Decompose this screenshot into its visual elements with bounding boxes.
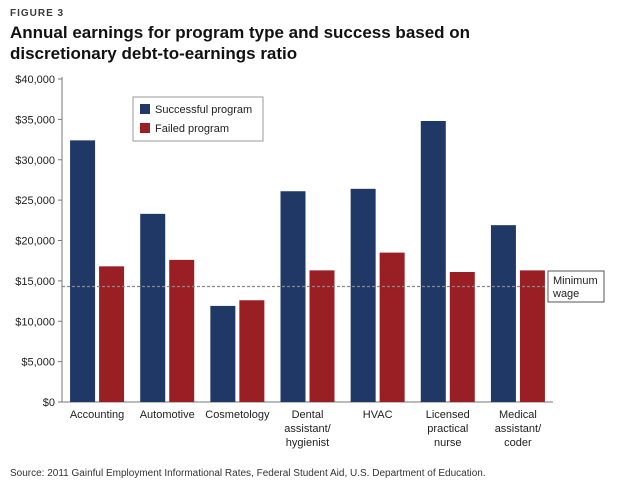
x-tick-label: HVAC [363,409,393,421]
y-tick-label: $5,000 [21,357,55,369]
bar-successful [350,188,376,402]
legend-swatch-failed [140,123,150,133]
minimum-wage-label: Minimum wage [552,275,598,300]
x-tick-label: Dental assistant/hygienist [284,409,331,449]
bar-failed [379,252,405,402]
bar-failed [449,271,475,402]
bar-successful [210,305,236,402]
bar-successful [140,213,166,402]
bar-successful [70,140,96,402]
x-tick-label: Cosmetology [205,409,270,421]
minimum-wage-box [547,270,605,303]
bar-failed [309,270,335,402]
y-tick-label: $35,000 [15,114,55,126]
bar-successful [280,191,306,402]
bar-failed [99,266,125,402]
bar-successful [490,225,516,402]
x-tick-label: Medical assistant/coder [495,409,542,449]
bar-failed [239,300,265,402]
y-tick-label: $15,000 [15,276,55,288]
y-tick-label: $20,000 [15,236,55,248]
figure-label: FIGURE 3 [10,8,65,19]
x-tick-label: Accounting [70,409,124,421]
legend-box [132,96,264,142]
y-tick-label: $0 [43,397,55,409]
x-tick-label: Licensed practical nurse [426,409,470,449]
y-tick-label: $30,000 [15,155,55,167]
bar-failed [519,270,545,402]
x-tick-label: Automotive [140,409,195,421]
source-note: Source: 2011 Gainful Employment Informat… [10,468,486,479]
legend-label-failed: Failed program [155,123,229,135]
chart-title: Annual earnings for program type and suc… [10,23,471,63]
legend-swatch-successful [140,104,150,114]
y-tick-label: $40,000 [15,74,55,86]
bar-successful [420,120,446,403]
y-tick-label: $25,000 [15,195,55,207]
bar-failed [169,259,195,402]
y-tick-label: $10,000 [15,316,55,328]
legend-label-successful: Successful program [155,104,252,116]
